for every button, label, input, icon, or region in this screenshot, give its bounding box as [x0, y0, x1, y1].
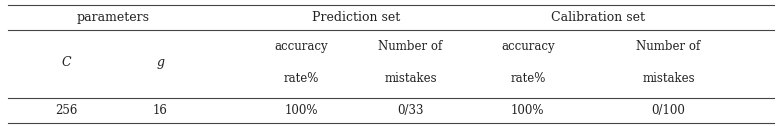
- Text: accuracy: accuracy: [501, 40, 554, 53]
- Text: rate%: rate%: [510, 72, 546, 85]
- Text: 256: 256: [56, 104, 77, 117]
- Text: parameters: parameters: [77, 10, 150, 24]
- Text: Prediction set: Prediction set: [312, 10, 400, 24]
- Text: 0/100: 0/100: [651, 104, 686, 117]
- Text: Number of: Number of: [378, 40, 443, 53]
- Text: Calibration set: Calibration set: [551, 10, 645, 24]
- Text: 100%: 100%: [511, 104, 544, 117]
- Text: mistakes: mistakes: [642, 72, 695, 85]
- Text: 100%: 100%: [285, 104, 317, 117]
- Text: C: C: [62, 56, 71, 69]
- Text: accuracy: accuracy: [274, 40, 328, 53]
- Text: Number of: Number of: [637, 40, 701, 53]
- Text: rate%: rate%: [283, 72, 319, 85]
- Text: g: g: [156, 56, 164, 69]
- Text: 0/33: 0/33: [397, 104, 424, 117]
- Text: mistakes: mistakes: [384, 72, 437, 85]
- Text: 16: 16: [152, 104, 168, 117]
